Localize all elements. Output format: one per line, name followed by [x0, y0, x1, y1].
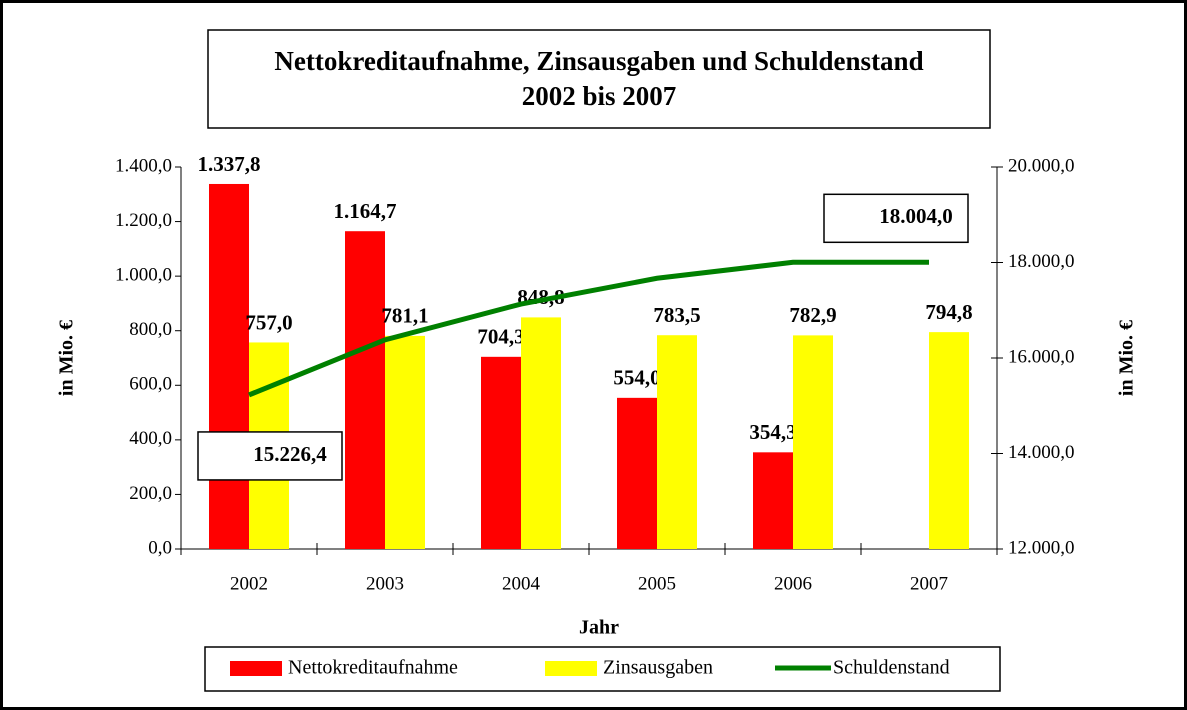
bar: [929, 332, 969, 549]
chart-title: 2002 bis 2007: [522, 81, 677, 111]
data-label: 757,0: [245, 310, 292, 334]
y-tick-label: 0,0: [148, 537, 172, 558]
x-tick-label: 2004: [502, 573, 541, 594]
x-tick-label: 2005: [638, 573, 676, 594]
x-tick-label: 2006: [774, 573, 812, 594]
legend-swatch: [545, 661, 597, 676]
data-label: 704,3: [477, 325, 524, 349]
bar: [793, 335, 833, 549]
y-tick-label: 800,0: [129, 319, 172, 340]
data-label: 783,5: [653, 303, 700, 327]
y-tick-label: 600,0: [129, 374, 172, 395]
legend-swatch: [230, 661, 282, 676]
data-label: 15.226,4: [253, 442, 327, 466]
bar: [521, 317, 561, 549]
x-axis-label: Jahr: [579, 617, 619, 639]
y2-axis-label: in Mio. €: [1116, 320, 1138, 396]
data-label: 354,3: [749, 420, 796, 444]
title-box: [207, 29, 991, 129]
y-tick-label: 1.400,0: [115, 155, 172, 176]
data-label: 1.164,7: [334, 199, 397, 223]
x-tick-label: 2002: [230, 573, 268, 594]
bar: [345, 231, 385, 549]
bar: [657, 335, 697, 549]
data-label: 18.004,0: [879, 204, 953, 228]
chart-title: Nettokreditaufnahme, Zinsausgaben und Sc…: [274, 46, 923, 76]
data-label-box: [197, 431, 343, 481]
y-tick-label: 400,0: [129, 428, 172, 449]
data-label: 554,0: [613, 366, 660, 390]
bar: [753, 452, 793, 549]
y-tick-label: 1.200,0: [115, 210, 172, 231]
data-label: 781,1: [381, 304, 428, 328]
legend-box: [204, 646, 1001, 692]
y-tick-label: 1.000,0: [115, 265, 172, 286]
y2-tick-label: 20.000,0: [1008, 155, 1075, 176]
data-label-box: [823, 193, 969, 244]
y2-tick-label: 14.000,0: [1008, 442, 1075, 463]
bar: [617, 397, 657, 549]
y2-tick-label: 18.000,0: [1008, 251, 1075, 272]
y2-tick-label: 12.000,0: [1008, 537, 1075, 558]
x-tick-label: 2003: [366, 573, 404, 594]
y-axis-label: in Mio. €: [56, 320, 78, 396]
legend-label: Nettokreditaufnahme: [288, 657, 458, 679]
data-label: 782,9: [789, 303, 836, 327]
legend-label: Zinsausgaben: [603, 657, 713, 679]
legend-label: Schuldenstand: [833, 657, 950, 679]
x-tick-label: 2007: [910, 573, 948, 594]
bar: [385, 335, 425, 549]
line: [248, 259, 929, 398]
y-tick-label: 200,0: [129, 483, 172, 504]
data-label: 794,8: [925, 300, 972, 324]
bar: [481, 356, 521, 549]
bar: [209, 183, 249, 549]
y2-tick-label: 16.000,0: [1008, 346, 1075, 367]
data-label: 1.337,8: [198, 152, 261, 176]
